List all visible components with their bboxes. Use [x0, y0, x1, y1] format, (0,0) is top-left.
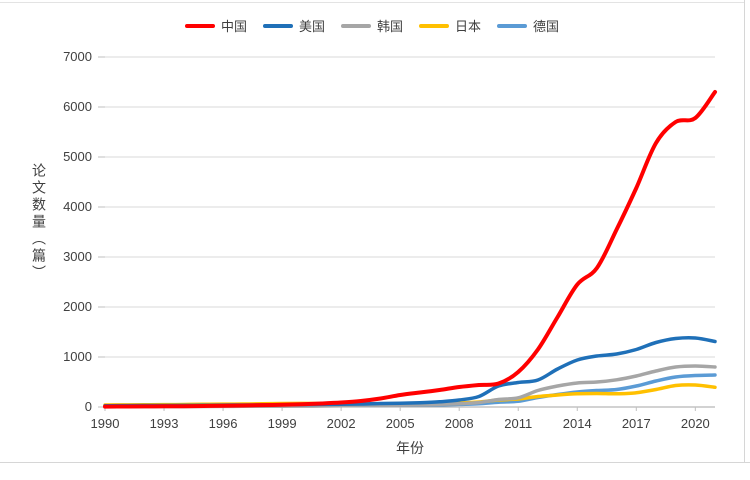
- chart-legend: 中国 美国 韩国 日本 德国: [0, 17, 744, 35]
- legend-label-germany: 德国: [533, 18, 560, 34]
- page-edge-top: [0, 2, 745, 3]
- x-tick-label-2002: 2002: [327, 416, 356, 431]
- x-tick-label-1999: 1999: [268, 416, 297, 431]
- legend-item-china: 中国: [184, 18, 247, 34]
- y-tick-label-6000: 6000: [63, 99, 92, 114]
- legend-item-korea: 韩国: [340, 18, 403, 34]
- legend-label-korea: 韩国: [376, 18, 403, 34]
- y-axis-title: 论文数量（篇）: [31, 163, 47, 282]
- series-line-korea: [103, 364, 717, 409]
- x-tick-label-2014: 2014: [563, 416, 592, 431]
- x-tick-label-2011: 2011: [504, 416, 532, 431]
- legend-line-swatch-china: [184, 24, 215, 28]
- legend-label-japan: 日本: [455, 18, 482, 34]
- series-line-china: [103, 90, 717, 409]
- page-edge-right: [744, 0, 745, 463]
- y-tick-label-4000: 4000: [63, 199, 92, 214]
- x-tick-label-2017: 2017: [622, 416, 651, 431]
- legend-item-usa: 美国: [262, 18, 325, 34]
- y-tick-label-0: 0: [85, 399, 92, 414]
- x-tick-label-2005: 2005: [386, 416, 415, 431]
- y-tick-label-3000: 3000: [63, 249, 92, 264]
- y-tick-label-1000: 1000: [63, 349, 92, 364]
- x-tick-label-1990: 1990: [91, 416, 120, 431]
- x-tick-label-2008: 2008: [445, 416, 474, 431]
- legend-line-swatch-usa: [262, 24, 293, 28]
- x-axis-title: 年份: [396, 440, 424, 456]
- legend-line-swatch-japan: [419, 24, 449, 28]
- legend-line-swatch-korea: [340, 24, 371, 28]
- legend-label-china: 中国: [220, 18, 247, 34]
- legend-label-usa: 美国: [298, 18, 325, 34]
- x-tick-label-1993: 1993: [150, 416, 179, 431]
- y-tick-label-5000: 5000: [63, 149, 92, 164]
- y-tick-label-2000: 2000: [63, 299, 92, 314]
- page-edge-bottom: [0, 462, 750, 463]
- legend-item-japan: 日本: [419, 20, 481, 33]
- x-tick-label-2020: 2020: [681, 416, 710, 431]
- legend-item-germany: 德国: [497, 20, 559, 33]
- y-tick-label-7000: 7000: [63, 49, 92, 64]
- legend-line-swatch-germany: [497, 24, 528, 28]
- x-tick-label-1996: 1996: [209, 416, 238, 431]
